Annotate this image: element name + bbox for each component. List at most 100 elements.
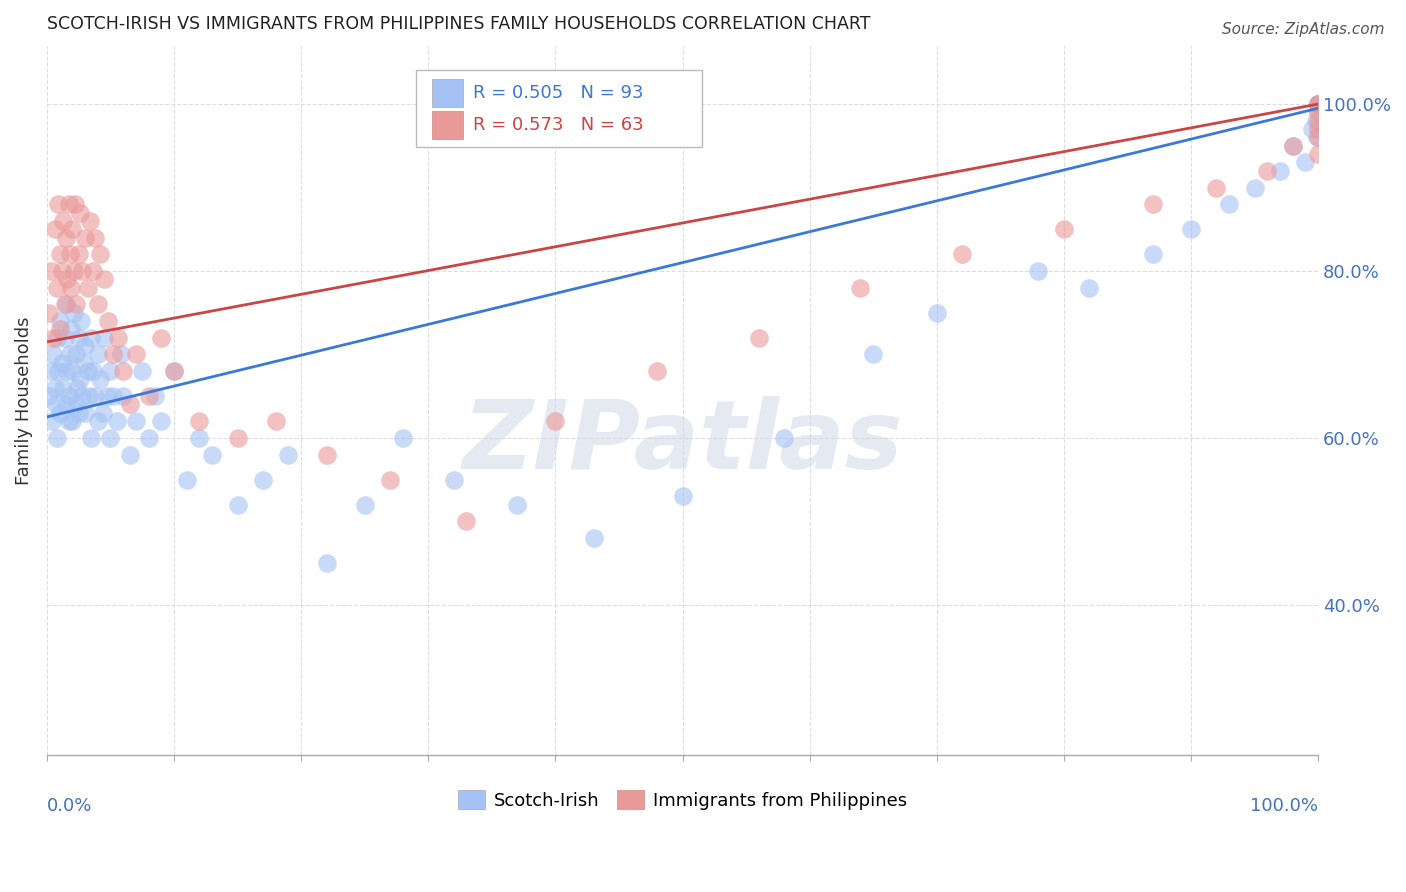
Point: [112, 389, 135, 403]
Point: [48, 322, 70, 336]
Point: [82, 264, 104, 278]
Point: [671, 489, 693, 503]
Point: [38, 389, 60, 403]
Point: [107, 331, 129, 345]
Point: [39, 364, 62, 378]
Point: [42, 331, 65, 345]
Point: [110, 347, 132, 361]
Point: [1308, 122, 1330, 136]
Point: [1308, 113, 1330, 128]
Point: [67, 406, 90, 420]
Point: [950, 247, 973, 261]
Point: [77, 389, 100, 403]
Point: [63, 197, 86, 211]
Point: [53, 331, 76, 345]
Point: [58, 414, 80, 428]
Point: [378, 473, 401, 487]
Point: [443, 473, 465, 487]
Point: [101, 389, 124, 403]
Point: [96, 389, 118, 403]
Point: [353, 498, 375, 512]
Point: [150, 414, 173, 428]
Point: [44, 222, 66, 236]
Point: [44, 381, 66, 395]
Point: [1308, 130, 1330, 145]
Point: [58, 197, 80, 211]
Point: [60, 280, 83, 294]
Text: R = 0.573   N = 63: R = 0.573 N = 63: [472, 116, 644, 134]
Point: [80, 331, 103, 345]
Point: [1308, 97, 1330, 112]
Point: [1142, 197, 1164, 211]
Text: Source: ZipAtlas.com: Source: ZipAtlas.com: [1222, 22, 1385, 37]
Point: [188, 431, 211, 445]
Point: [112, 364, 135, 378]
Point: [87, 347, 110, 361]
Point: [48, 247, 70, 261]
Point: [925, 306, 948, 320]
Point: [277, 448, 299, 462]
Point: [506, 498, 529, 512]
Point: [60, 414, 83, 428]
Point: [1281, 138, 1303, 153]
Point: [1142, 247, 1164, 261]
Point: [87, 297, 110, 311]
Point: [51, 264, 73, 278]
Point: [66, 381, 89, 395]
Point: [73, 406, 96, 420]
Point: [91, 406, 114, 420]
Point: [1308, 97, 1330, 112]
Point: [1218, 197, 1240, 211]
Point: [544, 414, 567, 428]
Text: 100.0%: 100.0%: [1250, 797, 1319, 815]
Point: [65, 297, 87, 311]
Point: [89, 372, 111, 386]
Y-axis label: Family Households: Family Households: [15, 316, 32, 484]
Point: [315, 556, 337, 570]
Point: [84, 389, 107, 403]
Point: [1306, 130, 1329, 145]
Point: [97, 314, 120, 328]
Point: [56, 364, 79, 378]
Point: [1305, 113, 1327, 128]
Text: ZIPatlas: ZIPatlas: [463, 396, 903, 490]
Point: [73, 356, 96, 370]
Point: [264, 414, 287, 428]
Point: [1308, 97, 1330, 112]
Legend: Scotch-Irish, Immigrants from Philippines: Scotch-Irish, Immigrants from Philippine…: [450, 783, 915, 817]
Point: [55, 230, 77, 244]
Point: [80, 431, 103, 445]
Point: [1281, 138, 1303, 153]
Point: [143, 389, 166, 403]
Point: [1256, 164, 1278, 178]
Point: [226, 431, 249, 445]
Point: [55, 297, 77, 311]
Point: [41, 414, 63, 428]
Point: [42, 347, 65, 361]
Point: [118, 397, 141, 411]
Point: [101, 347, 124, 361]
Point: [201, 448, 224, 462]
Point: [89, 247, 111, 261]
Point: [60, 322, 83, 336]
Point: [862, 347, 884, 361]
Point: [1053, 222, 1076, 236]
Point: [125, 347, 148, 361]
Point: [60, 222, 83, 236]
Point: [72, 389, 94, 403]
Point: [93, 272, 115, 286]
Point: [315, 448, 337, 462]
Point: [176, 473, 198, 487]
Point: [63, 397, 86, 411]
Text: SCOTCH-IRISH VS IMMIGRANTS FROM PHILIPPINES FAMILY HOUSEHOLDS CORRELATION CHART: SCOTCH-IRISH VS IMMIGRANTS FROM PHILIPPI…: [46, 15, 870, 33]
Point: [84, 230, 107, 244]
Point: [456, 514, 478, 528]
Point: [748, 331, 770, 345]
Point: [125, 414, 148, 428]
Point: [100, 364, 122, 378]
Point: [56, 272, 79, 286]
Point: [45, 397, 67, 411]
Point: [226, 498, 249, 512]
Point: [1308, 105, 1330, 120]
Point: [46, 431, 69, 445]
